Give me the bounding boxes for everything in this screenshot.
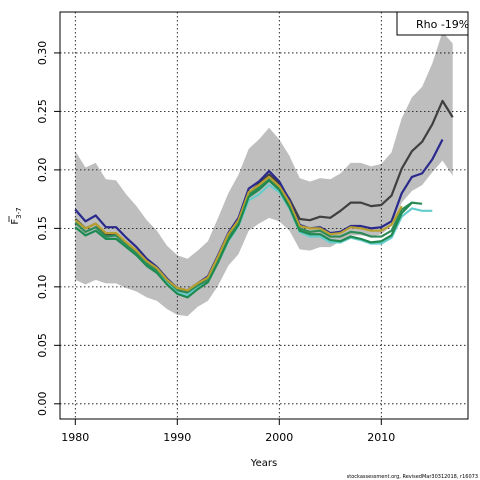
- x-tick-label-1980: 1980: [61, 431, 89, 444]
- confidence-band: [75, 31, 453, 317]
- y-tick-label-0.30: 0.30: [36, 41, 49, 66]
- x-axis: 1980 1990 2000 2010: [61, 419, 395, 444]
- y-axis-title-main: F: [10, 219, 21, 225]
- x-axis-title: Years: [250, 458, 277, 469]
- y-tick-label-0.20: 0.20: [36, 158, 49, 183]
- y-axis: 0.00 0.05 0.10 0.15 0.20 0.25 0.30: [36, 41, 60, 416]
- y-tick-label-0.25: 0.25: [36, 99, 49, 124]
- y-axis-title-subscript: 3-7: [15, 207, 23, 218]
- legend-text: Rho -19%: [416, 18, 469, 31]
- legend: Rho -19%: [396, 11, 469, 36]
- legend-box: [396, 11, 469, 36]
- x-tick-label-1990: 1990: [163, 431, 191, 444]
- y-tick-label-0.15: 0.15: [36, 216, 49, 241]
- grid-layer: [60, 12, 468, 419]
- plot-frame: [59, 11, 469, 420]
- series-line-2: [74, 138, 444, 292]
- y-tick-label-0.10: 0.10: [36, 275, 49, 300]
- x-tick-label-2010: 2010: [367, 431, 395, 444]
- y-tick-label-0.05: 0.05: [36, 333, 49, 358]
- series-line-6: [74, 179, 413, 299]
- y-tick-label-0.00: 0.00: [36, 392, 49, 417]
- y-axis-title: F3-7: [8, 207, 23, 225]
- series-line-4: [74, 175, 403, 292]
- series-layer: [74, 99, 454, 299]
- svg-text:F3-7: F3-7: [10, 207, 23, 224]
- confidence-band-layer: [75, 31, 453, 317]
- footer-note: stockassessment.org, RevisedMar30312018,…: [347, 474, 478, 480]
- x-tick-label-2000: 2000: [265, 431, 293, 444]
